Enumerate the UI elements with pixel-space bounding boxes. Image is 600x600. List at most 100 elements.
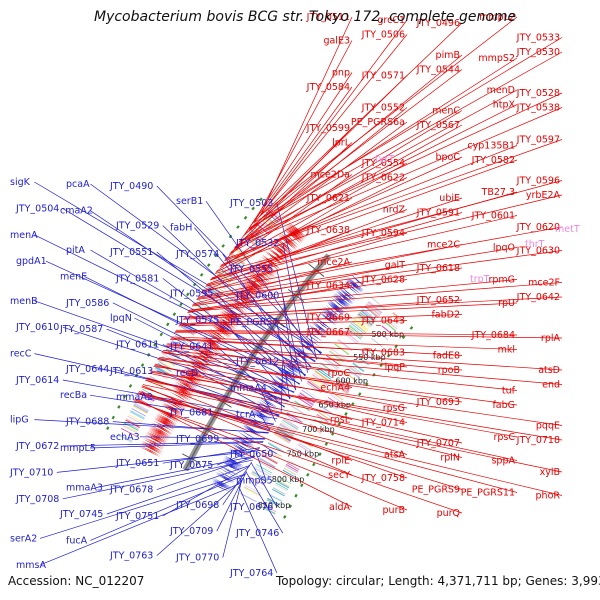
reverse-gene-mark <box>273 374 293 387</box>
forward-gene-leader <box>162 351 353 388</box>
forward-gene-mark <box>197 344 218 358</box>
forward-gene-mark <box>285 225 305 242</box>
forward-gene-label: purB <box>383 505 405 516</box>
category-mark <box>275 482 289 490</box>
forward-gene-mark <box>141 441 163 453</box>
reverse-gene-label: menB <box>10 296 38 307</box>
forward-gene-label: htpX <box>493 100 516 111</box>
forward-gene-label: xylB <box>540 467 560 478</box>
reverse-gene-mark <box>231 442 251 454</box>
category-mark <box>130 410 145 419</box>
forward-gene-label: mce2C <box>427 240 460 251</box>
reverse-gene-label: fabH <box>170 223 192 234</box>
forward-gene-label: JTY_0567 <box>416 120 460 131</box>
reverse-gene-mark <box>224 456 244 467</box>
forward-gene-label: mce2F <box>528 278 560 289</box>
category-mark <box>359 310 375 324</box>
category-mark <box>327 397 340 406</box>
category-mark <box>127 415 142 424</box>
reverse-gene-label: menA <box>10 230 38 241</box>
forward-gene-mark <box>152 420 174 432</box>
reverse-gene-leader <box>282 242 308 373</box>
reverse-gene-label: JTY_0574 <box>175 249 219 260</box>
reverse-gene-label: JTY_0763 <box>109 551 153 562</box>
category-mark <box>353 319 368 332</box>
reverse-gene-mark <box>350 273 367 288</box>
forward-gene-label: echA4 <box>320 383 350 394</box>
category-mark <box>349 324 364 336</box>
category-mark <box>264 448 281 459</box>
forward-gene-leader <box>219 162 408 268</box>
category-mark <box>261 453 278 464</box>
forward-gene-leader <box>202 226 563 292</box>
reverse-gene-leader <box>156 479 243 556</box>
reverse-gene-label: recC <box>10 349 32 360</box>
reverse-gene-mark <box>219 464 239 476</box>
category-mark <box>296 396 313 408</box>
reverse-gene-leader <box>222 480 242 558</box>
forward-gene-leader <box>178 320 408 327</box>
forward-gene-mark <box>147 430 169 442</box>
reverse-gene-mark <box>222 458 243 470</box>
category-mark <box>229 256 243 268</box>
category-mark <box>232 253 246 264</box>
reverse-gene-mark <box>261 392 281 405</box>
forward-gene-leader <box>149 372 463 444</box>
category-mark <box>309 425 322 434</box>
forward-gene-leader <box>141 385 353 476</box>
reverse-gene-label: JTY_0698 <box>175 500 219 511</box>
forward-gene-label: secY <box>328 470 350 481</box>
forward-gene-label: JTY_0630 <box>516 246 560 257</box>
category-mark <box>354 318 369 331</box>
category-mark <box>273 433 290 444</box>
reverse-gene-leader <box>261 444 277 455</box>
reverse-gene-leader <box>222 461 252 505</box>
reverse-gene-label: JTY_0751 <box>115 511 159 522</box>
forward-gene-label: end <box>542 380 560 391</box>
forward-gene-label: JTY_0596 <box>516 176 560 187</box>
reverse-gene-mark <box>212 477 233 488</box>
reverse-gene-label: JTY_0611 <box>115 339 159 350</box>
reverse-gene-label: JTY_0650 <box>229 449 273 460</box>
forward-gene-mark <box>149 426 171 439</box>
forward-gene-mark <box>227 301 247 316</box>
reverse-gene-leader <box>90 183 322 354</box>
forward-gene-leader <box>134 398 353 508</box>
forward-gene-mark <box>283 228 302 245</box>
category-mark <box>249 476 266 486</box>
reverse-gene-leader <box>62 459 253 500</box>
reverse-gene-leader <box>259 387 276 422</box>
reverse-gene-leader <box>200 372 279 417</box>
forward-gene-mark <box>287 224 306 240</box>
category-mark <box>361 308 377 322</box>
category-mark <box>324 401 337 411</box>
reverse-gene-mark <box>235 436 255 447</box>
forward-gene-leader <box>245 69 463 234</box>
reverse-gene-label: pitA <box>66 245 85 256</box>
forward-gene-leader <box>235 104 518 247</box>
reverse-gene-label: tcrA <box>236 409 256 420</box>
category-mark <box>318 411 331 421</box>
forward-gene-mark <box>255 262 275 278</box>
forward-gene-leader <box>180 314 463 324</box>
category-mark <box>285 463 299 472</box>
forward-gene-mark <box>273 240 292 256</box>
reverse-gene-label: JTY_0532 <box>235 238 279 249</box>
category-mark <box>128 413 143 423</box>
category-mark <box>337 339 353 351</box>
forward-gene-leader <box>150 371 563 441</box>
forward-gene-leader <box>142 384 563 473</box>
forward-gene-label: JTY_0591 <box>416 208 460 219</box>
forward-gene-label: JTY_0714 <box>361 418 405 429</box>
category-mark <box>241 240 256 252</box>
category-mark <box>209 283 223 294</box>
category-mark <box>336 384 349 394</box>
category-mark <box>276 479 290 488</box>
forward-gene-label: rpU <box>498 298 515 309</box>
reverse-gene-leader <box>276 203 318 360</box>
forward-gene-mark <box>281 231 300 247</box>
forward-gene-leader <box>200 232 408 294</box>
reverse-gene-mark <box>315 316 333 331</box>
category-mark <box>348 324 364 337</box>
